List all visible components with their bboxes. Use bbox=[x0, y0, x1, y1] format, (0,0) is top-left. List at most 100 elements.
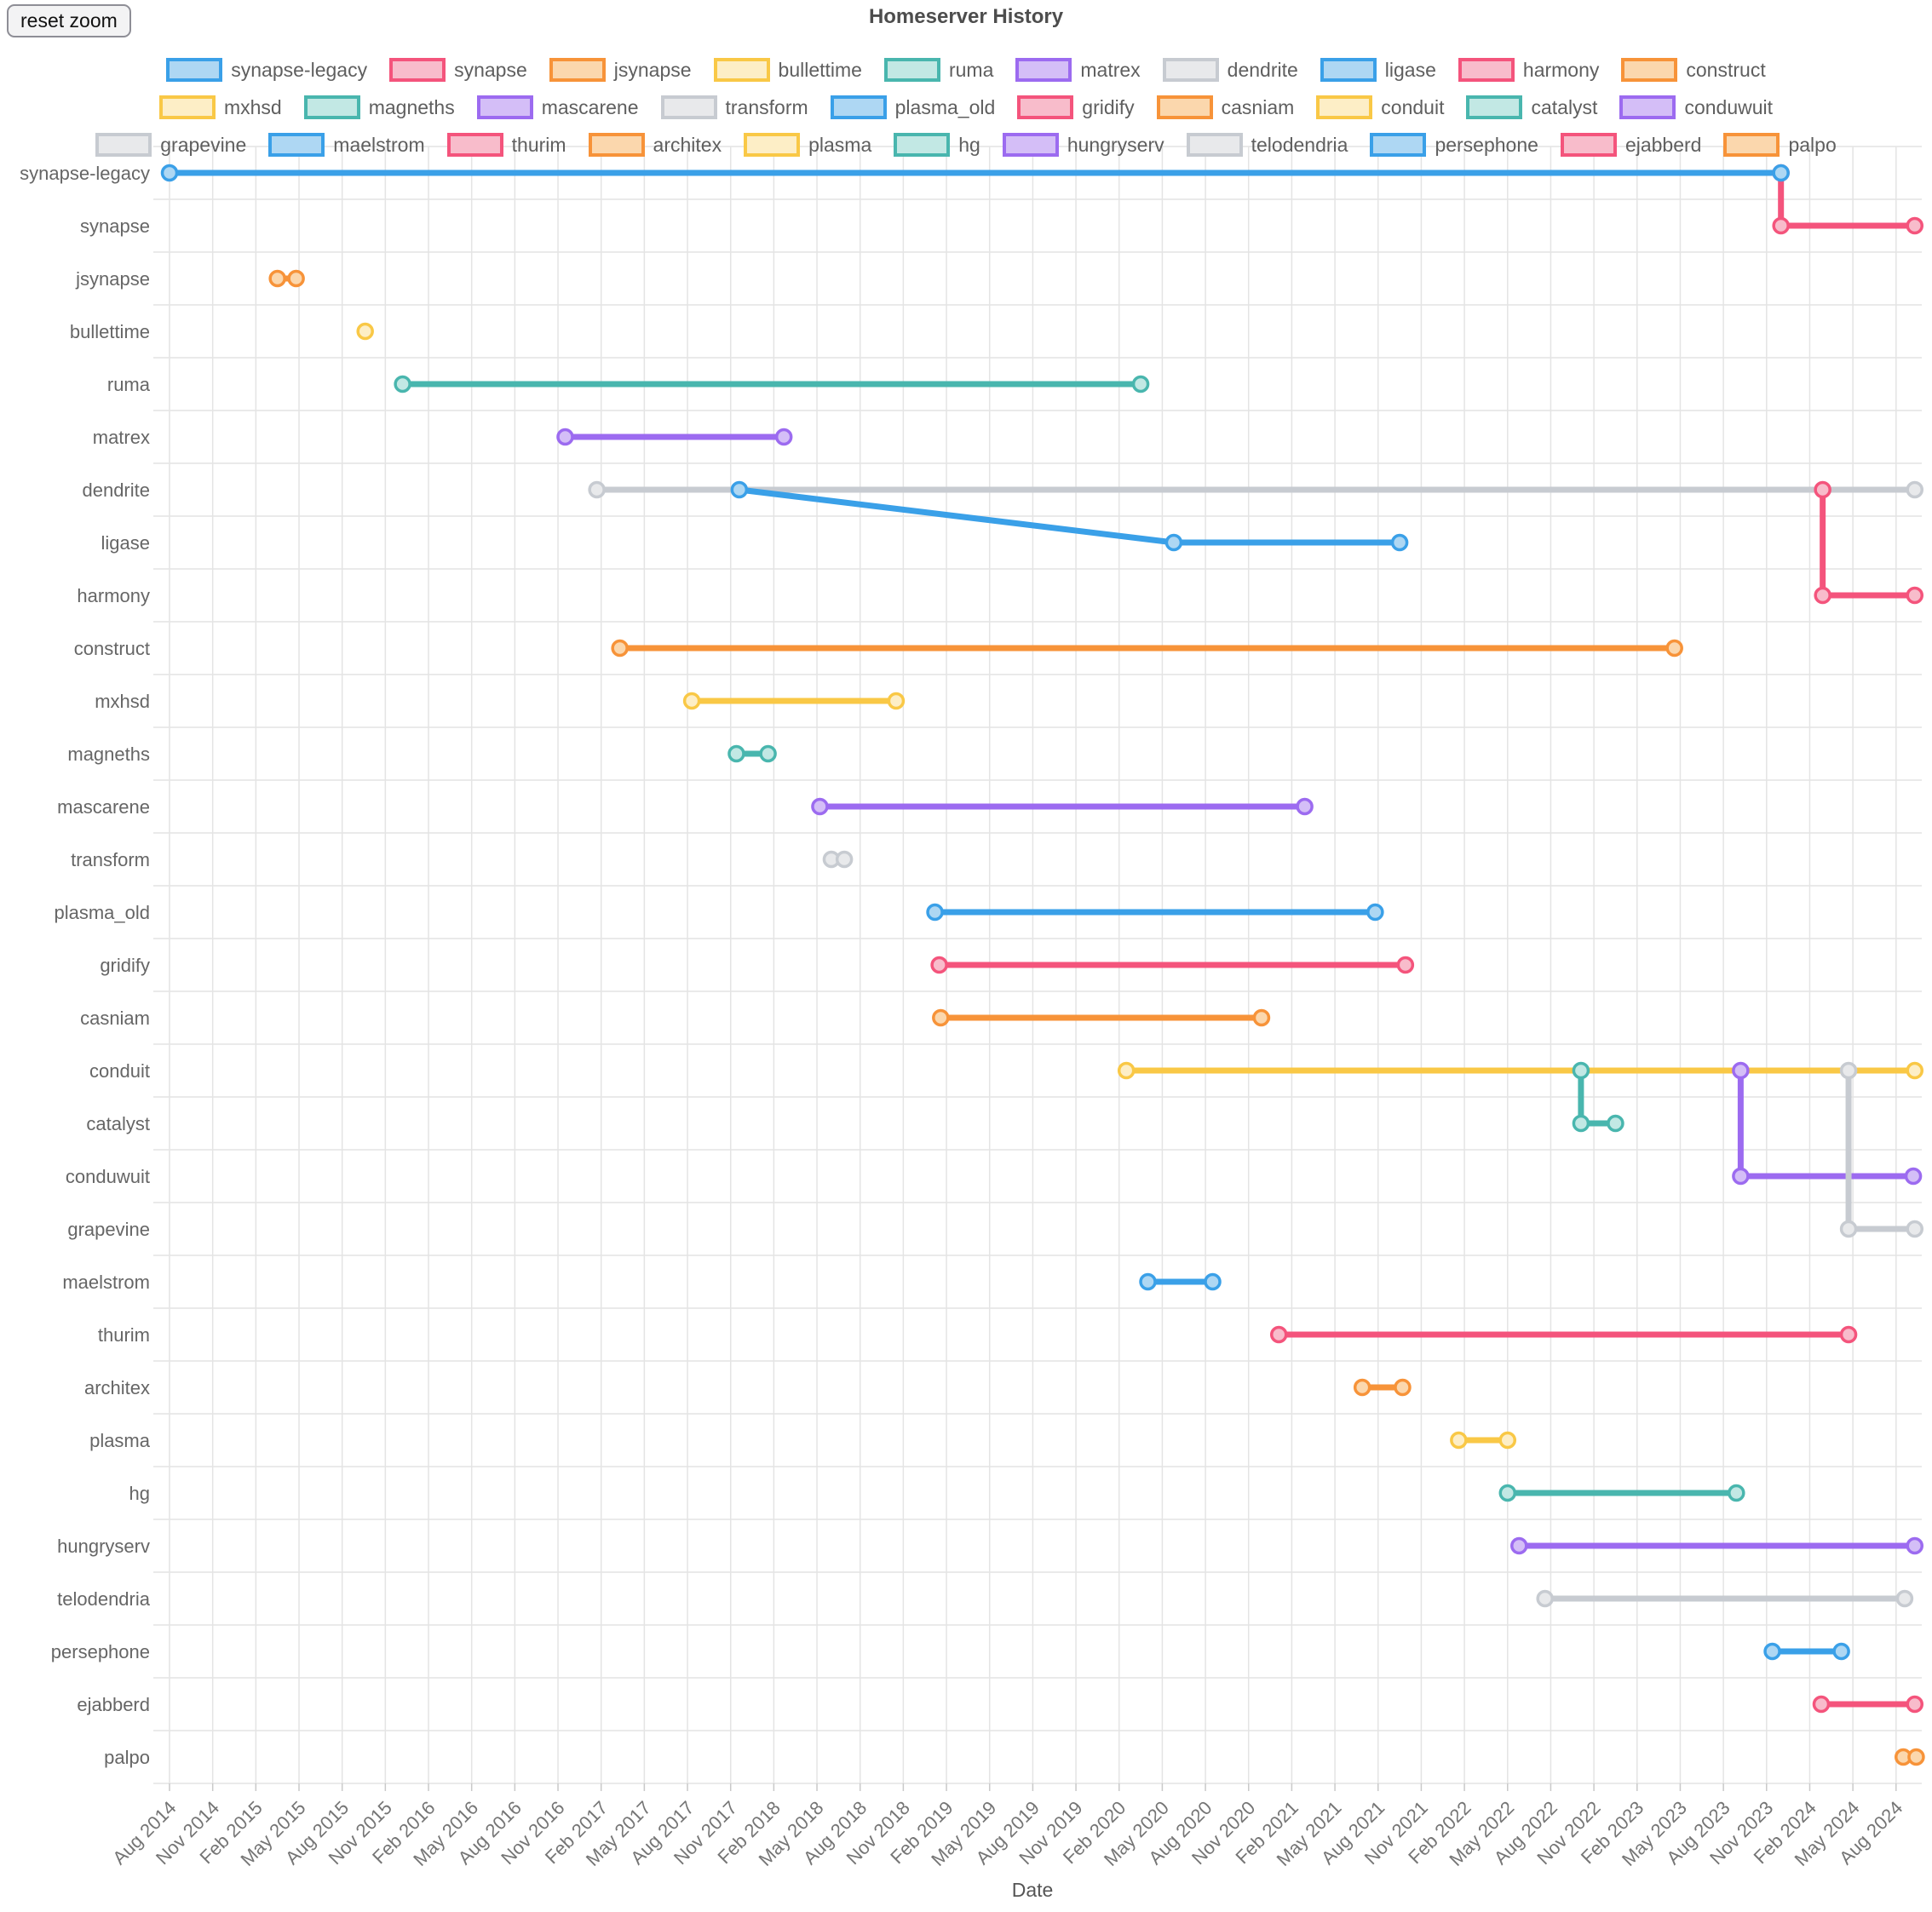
end-dot-ruma[interactable] bbox=[1131, 375, 1150, 393]
end-dot-grapevine[interactable] bbox=[1906, 1220, 1924, 1238]
legend-item-mxhsd[interactable]: mxhsd bbox=[158, 95, 282, 119]
legend-item-construct[interactable]: construct bbox=[1621, 58, 1766, 82]
start-dot-architex[interactable] bbox=[1353, 1378, 1371, 1397]
end-dot-harmony[interactable] bbox=[1906, 586, 1924, 605]
start-dot-gridify[interactable] bbox=[930, 956, 948, 974]
end-dot-gridify[interactable] bbox=[1396, 956, 1415, 974]
legend-item-plasma[interactable]: plasma bbox=[744, 133, 871, 157]
branch-dot-catalyst[interactable] bbox=[1572, 1061, 1590, 1080]
start-dot-plasma_old[interactable] bbox=[926, 903, 944, 922]
legend-item-dendrite[interactable]: dendrite bbox=[1162, 58, 1298, 82]
end-dot-synapse[interactable] bbox=[1906, 216, 1924, 235]
start-dot-conduwuit[interactable] bbox=[1732, 1167, 1750, 1186]
legend-item-ruma[interactable]: ruma bbox=[883, 58, 993, 82]
start-dot-plasma[interactable] bbox=[1450, 1431, 1468, 1450]
legend-item-bullettime[interactable]: bullettime bbox=[713, 58, 862, 82]
reset-zoom-button[interactable]: reset zoom bbox=[7, 4, 131, 37]
end-dot-magneths[interactable] bbox=[759, 744, 777, 763]
legend-item-telodendria[interactable]: telodendria bbox=[1186, 133, 1348, 157]
legend-item-plasma_old[interactable]: plasma_old bbox=[830, 95, 995, 119]
legend-swatch bbox=[1156, 95, 1213, 119]
end-dot-mxhsd[interactable] bbox=[887, 692, 906, 710]
start-dot-casniam[interactable] bbox=[932, 1008, 950, 1027]
end-dot-synapse-legacy[interactable] bbox=[1772, 164, 1790, 182]
end-dot-architex[interactable] bbox=[1394, 1378, 1412, 1397]
start-dot-grapevine[interactable] bbox=[1839, 1220, 1858, 1238]
legend-item-conduit[interactable]: conduit bbox=[1316, 95, 1444, 119]
end-dot-plasma[interactable] bbox=[1498, 1431, 1517, 1450]
start-dot-telodendria[interactable] bbox=[1536, 1589, 1554, 1608]
end-dot-construct[interactable] bbox=[1665, 639, 1683, 657]
legend-item-persephone[interactable]: persephone bbox=[1370, 133, 1538, 157]
legend-item-hungryserv[interactable]: hungryserv bbox=[1002, 133, 1164, 157]
end-dot-palpo[interactable] bbox=[1907, 1748, 1925, 1766]
start-dot-conduit[interactable] bbox=[1117, 1061, 1136, 1080]
legend-item-ligase[interactable]: ligase bbox=[1320, 58, 1436, 82]
legend-item-ejabberd[interactable]: ejabberd bbox=[1560, 133, 1701, 157]
end-dot-jsynapse[interactable] bbox=[287, 269, 305, 288]
legend-item-synapse-legacy[interactable]: synapse-legacy bbox=[166, 58, 367, 82]
end-dot-transform[interactable] bbox=[835, 850, 854, 869]
start-dot-mxhsd[interactable] bbox=[682, 692, 701, 710]
end-dot-persephone[interactable] bbox=[1832, 1642, 1850, 1661]
start-dot-ligase[interactable] bbox=[1164, 533, 1183, 552]
end-dot-thurim[interactable] bbox=[1839, 1325, 1858, 1344]
legend-item-casniam[interactable]: casniam bbox=[1156, 95, 1294, 119]
legend-item-matrex[interactable]: matrex bbox=[1015, 58, 1141, 82]
end-dot-matrex[interactable] bbox=[774, 428, 793, 446]
end-dot-conduit[interactable] bbox=[1906, 1061, 1924, 1080]
end-dot-telodendria[interactable] bbox=[1895, 1589, 1914, 1608]
start-dot-mascarene[interactable] bbox=[811, 797, 829, 816]
legend-item-catalyst[interactable]: catalyst bbox=[1466, 95, 1597, 119]
legend-item-transform[interactable]: transform bbox=[660, 95, 808, 119]
start-dot-magneths[interactable] bbox=[727, 744, 745, 763]
branch-dot-grapevine[interactable] bbox=[1839, 1061, 1858, 1080]
start-dot-thurim[interactable] bbox=[1269, 1325, 1288, 1344]
end-dot-casniam[interactable] bbox=[1252, 1008, 1271, 1027]
start-dot-harmony[interactable] bbox=[1814, 586, 1831, 605]
end-dot-dendrite[interactable] bbox=[1906, 480, 1924, 499]
legend-item-gridify[interactable]: gridify bbox=[1017, 95, 1135, 119]
end-dot-hg[interactable] bbox=[1728, 1484, 1745, 1502]
start-dot-matrex[interactable] bbox=[556, 428, 574, 446]
start-dot-construct[interactable] bbox=[611, 639, 629, 657]
end-dot-ejabberd[interactable] bbox=[1906, 1695, 1924, 1714]
start-dot-jsynapse[interactable] bbox=[268, 269, 286, 288]
legend-item-palpo[interactable]: palpo bbox=[1723, 133, 1837, 157]
legend-item-architex[interactable]: architex bbox=[588, 133, 722, 157]
legend-item-thurim[interactable]: thurim bbox=[446, 133, 566, 157]
end-dot-ligase[interactable] bbox=[1390, 533, 1409, 552]
legend-item-maelstrom[interactable]: maelstrom bbox=[268, 133, 425, 157]
start-dot-dendrite[interactable] bbox=[588, 480, 606, 499]
end-dot-maelstrom[interactable] bbox=[1204, 1272, 1222, 1291]
legend-item-jsynapse[interactable]: jsynapse bbox=[549, 58, 692, 82]
legend-item-harmony[interactable]: harmony bbox=[1458, 58, 1599, 82]
start-dot-ruma[interactable] bbox=[394, 375, 411, 393]
end-dot-plasma_old[interactable] bbox=[1366, 903, 1384, 922]
series-grapevine bbox=[1845, 1071, 1915, 1232]
start-dot-synapse-legacy[interactable] bbox=[160, 164, 179, 182]
end-dot-mascarene[interactable] bbox=[1296, 797, 1314, 816]
end-dot-hungryserv[interactable] bbox=[1906, 1536, 1924, 1555]
start-dot-catalyst[interactable] bbox=[1572, 1114, 1590, 1133]
legend-swatch bbox=[1316, 95, 1373, 119]
legend-item-grapevine[interactable]: grapevine bbox=[95, 133, 246, 157]
branch-dot-harmony[interactable] bbox=[1814, 480, 1831, 499]
legend-item-mascarene[interactable]: mascarene bbox=[476, 95, 639, 119]
start-dot-hungryserv[interactable] bbox=[1510, 1536, 1528, 1555]
start-dot-ejabberd[interactable] bbox=[1812, 1695, 1831, 1714]
legend-item-hg[interactable]: hg bbox=[894, 133, 980, 157]
end-dot-catalyst[interactable] bbox=[1607, 1114, 1624, 1133]
end-dot-conduwuit[interactable] bbox=[1904, 1167, 1923, 1186]
legend-item-conduwuit[interactable]: conduwuit bbox=[1619, 95, 1773, 119]
start-dot-persephone[interactable] bbox=[1763, 1642, 1781, 1661]
legend-item-synapse[interactable]: synapse bbox=[389, 58, 527, 82]
start-dot-bullettime[interactable] bbox=[356, 322, 374, 341]
start-dot-hg[interactable] bbox=[1498, 1484, 1517, 1502]
start-dot-synapse[interactable] bbox=[1772, 216, 1790, 235]
branch-dot-ligase[interactable] bbox=[730, 480, 749, 499]
start-dot-maelstrom[interactable] bbox=[1139, 1272, 1157, 1291]
branch-dot-conduwuit[interactable] bbox=[1732, 1061, 1750, 1080]
legend-item-magneths[interactable]: magneths bbox=[303, 95, 455, 119]
legend-swatch bbox=[268, 133, 325, 157]
